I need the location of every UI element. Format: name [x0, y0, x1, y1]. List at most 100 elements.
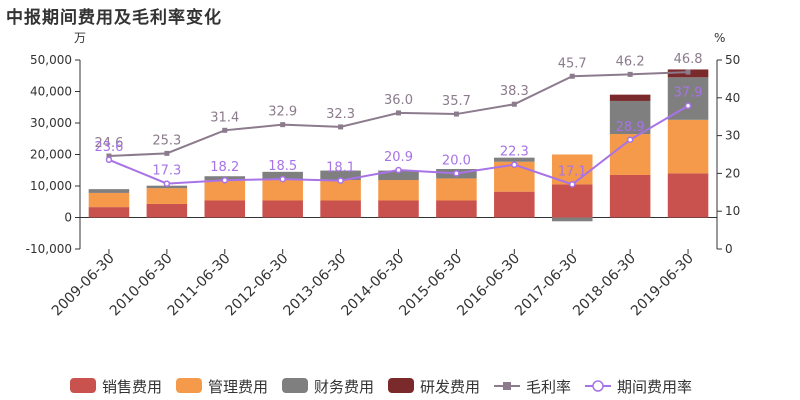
- bar-segment: [494, 191, 535, 218]
- line-point: [511, 101, 517, 107]
- data-label: 35.7: [442, 94, 471, 109]
- line-point: [627, 71, 633, 77]
- bar-segment: [88, 207, 130, 218]
- data-label: 17.3: [152, 164, 181, 179]
- line-point: [163, 180, 171, 187]
- legend-item: 期间费用率: [585, 378, 692, 396]
- bar-segment: [551, 184, 593, 218]
- line-point: [221, 176, 229, 184]
- legend-label: 财务费用: [314, 378, 374, 396]
- bar-segment: [609, 94, 651, 101]
- line-point: [453, 170, 460, 177]
- line-point: [280, 122, 286, 128]
- data-label: 24.6: [94, 136, 123, 151]
- legend-item: 毛利率: [494, 378, 571, 396]
- line-point: [685, 69, 691, 75]
- bar-segment: [88, 192, 130, 208]
- data-label: 18.1: [326, 161, 355, 176]
- right-tick-label: 0: [725, 242, 733, 256]
- bar-segment: [378, 200, 419, 218]
- right-tick-label: 50: [725, 53, 740, 67]
- legend-item: 销售费用: [70, 378, 162, 396]
- legend-label: 销售费用: [102, 378, 162, 396]
- line-point: [396, 110, 401, 116]
- right-axis-unit: %: [714, 31, 725, 45]
- data-label: 20.9: [384, 150, 413, 165]
- line-point: [569, 73, 575, 79]
- data-label: 38.3: [500, 84, 529, 99]
- x-tick-label: 2019-06-30: [628, 251, 697, 320]
- data-label: 17.1: [558, 164, 587, 179]
- data-label: 46.2: [616, 54, 645, 69]
- bar-segment: [667, 173, 709, 218]
- data-label: 28.9: [616, 120, 645, 135]
- bar-segment: [494, 157, 535, 162]
- bar-segment: [262, 200, 303, 218]
- left-tick-label: 40,000: [30, 85, 72, 99]
- data-label: 18.5: [268, 159, 297, 174]
- right-tick-label: 20: [725, 166, 740, 180]
- line-point: [395, 166, 402, 174]
- right-tick-label: 40: [725, 91, 740, 105]
- legend-swatch: [176, 378, 202, 393]
- data-label: 32.3: [326, 107, 355, 122]
- left-tick-label: -10,000: [26, 242, 72, 256]
- bar-segment: [320, 180, 361, 201]
- legend-label: 研发费用: [420, 378, 480, 396]
- left-tick-label: 30,000: [30, 116, 72, 130]
- data-label: 23.6: [94, 140, 123, 155]
- bar-segment: [320, 200, 361, 218]
- bar-segment: [436, 178, 477, 201]
- legend-label: 管理费用: [208, 378, 268, 396]
- legend-item: 研发费用: [388, 378, 480, 396]
- legend-marker: [503, 382, 511, 390]
- left-axis-unit: 万: [74, 31, 86, 45]
- legend-item: 管理费用: [176, 378, 268, 396]
- data-label: 18.2: [210, 160, 239, 175]
- bar-segment: [204, 180, 246, 201]
- line-point: [626, 136, 634, 144]
- line-point: [279, 175, 286, 183]
- legend-item: 财务费用: [282, 378, 374, 396]
- legend-swatch: [70, 378, 96, 393]
- left-tick-label: 20,000: [30, 148, 72, 162]
- bar-segment: [378, 180, 419, 201]
- data-label: 20.0: [442, 153, 471, 168]
- bar-segment: [609, 174, 651, 218]
- bar-segment: [204, 200, 246, 218]
- bar-segment: [88, 189, 130, 193]
- bar-segment: [378, 170, 419, 181]
- bar-segment: [667, 119, 709, 174]
- line-point: [164, 150, 170, 156]
- line-point: [453, 111, 459, 117]
- bar-segment: [320, 170, 361, 181]
- legend-swatch: [282, 378, 308, 393]
- line-point: [337, 177, 344, 184]
- data-label: 25.3: [152, 133, 181, 148]
- data-label: 37.9: [674, 86, 703, 101]
- data-label: 45.7: [558, 56, 587, 71]
- bar-segment: [262, 180, 303, 201]
- data-label: 36.0: [384, 93, 413, 108]
- left-tick-label: 10,000: [30, 179, 72, 193]
- line-point: [511, 161, 518, 168]
- line-point: [222, 127, 228, 133]
- bar-segment: [146, 188, 188, 204]
- legend-label: 毛利率: [526, 378, 571, 396]
- data-label: 31.4: [210, 110, 239, 125]
- line-point: [105, 156, 113, 164]
- data-label: 46.8: [674, 52, 703, 67]
- bar-segment: [146, 185, 188, 189]
- legend-marker: [592, 380, 604, 392]
- line-point: [684, 102, 692, 109]
- line-point: [106, 153, 112, 159]
- data-label: 32.9: [268, 105, 297, 120]
- data-label: 22.3: [500, 145, 529, 160]
- left-tick-label: 50,000: [30, 53, 72, 67]
- right-tick-label: 30: [725, 129, 740, 143]
- line-point: [568, 181, 576, 188]
- right-tick-label: 10: [725, 204, 740, 218]
- line-point: [338, 124, 344, 130]
- bar-segment: [146, 203, 188, 218]
- bar-segment: [551, 217, 593, 222]
